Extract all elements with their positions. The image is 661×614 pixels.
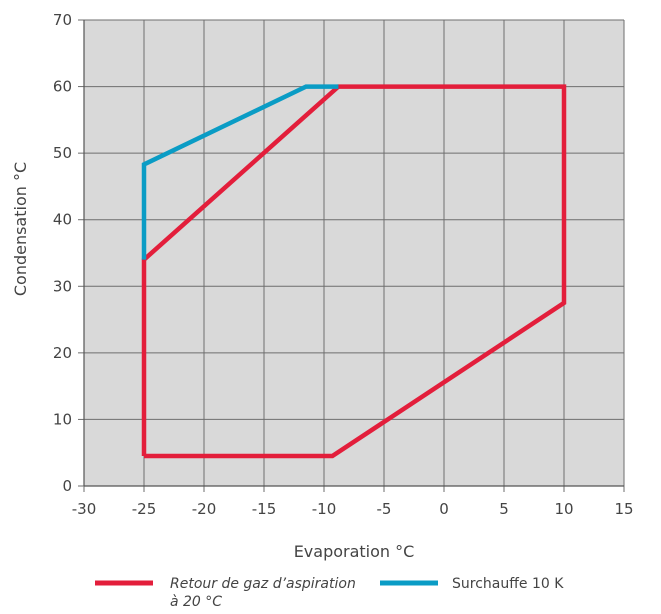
x-tick-label: 5 [499, 500, 509, 518]
y-tick-label: 10 [53, 410, 72, 428]
y-tick-label: 40 [53, 211, 72, 229]
x-tick-label: -10 [312, 500, 337, 518]
x-tick-label: 0 [439, 500, 449, 518]
legend-label-surchauffe: Surchauffe 10 K [452, 576, 564, 592]
y-tick-label: 30 [53, 277, 72, 295]
y-tick-label: 0 [62, 477, 72, 495]
axis-layer [78, 19, 625, 492]
x-axis-title: Evaporation °C [294, 542, 415, 561]
y-tick-label: 50 [53, 144, 72, 162]
x-tick-label: -5 [377, 500, 392, 518]
y-tick-label: 60 [53, 78, 72, 96]
legend-label-retour-gaz: à 20 °C [170, 594, 222, 610]
x-tick-label: 10 [554, 500, 573, 518]
x-tick-label: -25 [132, 500, 157, 518]
legend: Retour de gaz d’aspiration à 20 °C Surchau… [95, 576, 564, 610]
series-layer [141, 84, 567, 459]
x-tick-label: 15 [614, 500, 633, 518]
x-tick-label: -20 [192, 500, 217, 518]
x-tick-label: -15 [252, 500, 277, 518]
legend-label-retour-gaz: Retour de gaz d’aspiration [170, 576, 356, 592]
y-tick-label: 20 [53, 344, 72, 362]
y-tick-label: 70 [53, 11, 72, 29]
ticks-layer: -30 -25 -20 -15 -10 -5 0 5 10 15 0 10 20 30 40 50 60 70 [53, 11, 634, 518]
series-line-surchauffe [141, 84, 339, 260]
y-axis-title: Condensation °C [11, 162, 30, 296]
plot-background [84, 20, 624, 486]
x-tick-label: -30 [72, 500, 97, 518]
